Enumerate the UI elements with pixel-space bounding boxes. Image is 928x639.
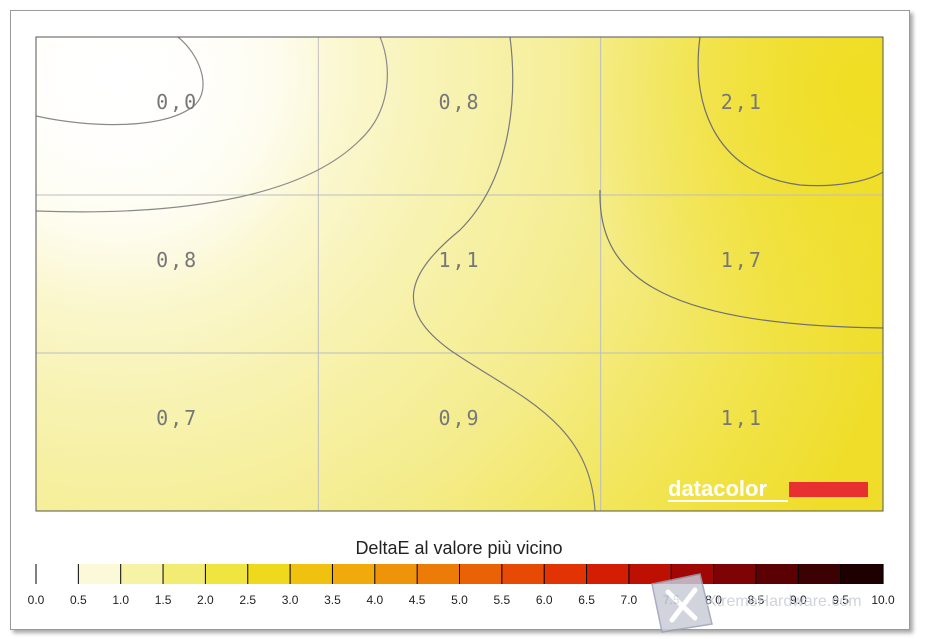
color-scale-tick-label: 2.0	[197, 593, 214, 607]
color-scale-segment	[501, 564, 545, 584]
color-scale-segment	[374, 564, 418, 584]
contour-line	[599, 189, 883, 329]
color-scale-segment	[163, 564, 206, 584]
color-scale-segment	[205, 564, 249, 584]
color-scale-tick-label: 9.5	[832, 593, 849, 607]
cell-value-label: 0,9	[438, 406, 480, 430]
datacolor-logo-text: datacolor	[668, 476, 767, 501]
contour-line	[36, 37, 388, 213]
cell-value-label: 2,1	[721, 90, 763, 114]
color-scale-segment	[290, 564, 334, 584]
color-scale-segment	[247, 564, 291, 584]
datacolor-logo: datacolor	[668, 476, 868, 502]
datacolor-logo-bar	[789, 482, 868, 497]
cell-value-label: 1,7	[721, 248, 763, 272]
color-scale-tick-label: 0.5	[70, 593, 87, 607]
color-scale-segment	[417, 564, 461, 584]
color-scale-segment	[36, 564, 79, 584]
contour-line	[412, 37, 596, 511]
color-scale-tick-label: 3.5	[324, 593, 341, 607]
color-scale-tick-label: 5.5	[494, 593, 511, 607]
color-scale-tick-label: 0.0	[28, 593, 45, 607]
color-scale-tick-label: 3.0	[282, 593, 299, 607]
color-scale-segment	[840, 564, 884, 584]
contour-line	[697, 37, 883, 187]
watermark-x-icon	[665, 587, 698, 623]
color-scale-tick-label: 8.5	[748, 593, 765, 607]
color-scale-tick-label: 9.0	[790, 593, 807, 607]
color-scale-tick-label: 10.0	[871, 593, 895, 607]
watermark-text: XtremeHardware.com	[706, 593, 862, 610]
chart-title: DeltaE al valore più vicino	[355, 538, 562, 558]
cell-value-label: 1,1	[721, 406, 763, 430]
color-scale-tick-label: 1.5	[155, 593, 172, 607]
grid-lines	[36, 37, 883, 511]
color-scale-tick-label: 4.0	[366, 593, 383, 607]
color-scale-tick-label: 6.0	[536, 593, 553, 607]
cell-value-label: 1,1	[438, 248, 480, 272]
color-scale-tick-label: 7.0	[621, 593, 638, 607]
color-scale-tick-label: 8.0	[705, 593, 722, 607]
color-scale-legend: 0.0 0.5 1.0 1.5 2.0 2.5 3.0 3.5 4.0 4.5 5.0 5.5 6.0 6…	[28, 564, 895, 607]
xtremehardware-watermark: XtremeHardware.com	[651, 573, 862, 633]
color-scale-tick-label: 6.5	[578, 593, 595, 607]
color-scale-segment	[544, 564, 588, 584]
plot-border	[35, 36, 884, 512]
cell-labels: 0,0 0,8 2,1 0,8 1,1 1,7 0,7 0,9 1,1	[156, 90, 763, 430]
cell-value-label: 0,7	[156, 406, 198, 430]
datacolor-logo-underline	[668, 500, 788, 502]
contour-lines	[36, 37, 883, 511]
color-scale-segment	[78, 564, 122, 584]
color-scale-tick-label: 5.0	[451, 593, 468, 607]
color-scale-segment	[798, 564, 842, 584]
color-scale-tick-label: 2.5	[239, 593, 256, 607]
color-scale-segment	[586, 564, 630, 584]
contour-line	[36, 37, 204, 126]
cell-value-label: 0,0	[156, 90, 198, 114]
color-scale-segment	[628, 564, 672, 584]
cell-value-label: 0,8	[156, 248, 198, 272]
color-scale-segment	[459, 564, 503, 584]
cell-value-label: 0,8	[438, 90, 480, 114]
color-scale-tick-label: 4.5	[409, 593, 426, 607]
color-scale-tick-label: 1.0	[112, 593, 129, 607]
color-scale-segment	[755, 564, 799, 584]
color-scale-segment	[332, 564, 376, 584]
color-scale-segment	[713, 564, 757, 584]
color-scale-segment	[120, 564, 164, 584]
heatmap-plot-area: 0,0 0,8 2,1 0,8 1,1 1,7 0,7 0,9 1,1 datacolor	[35, 36, 884, 512]
heatmap-cool-region	[36, 37, 883, 511]
